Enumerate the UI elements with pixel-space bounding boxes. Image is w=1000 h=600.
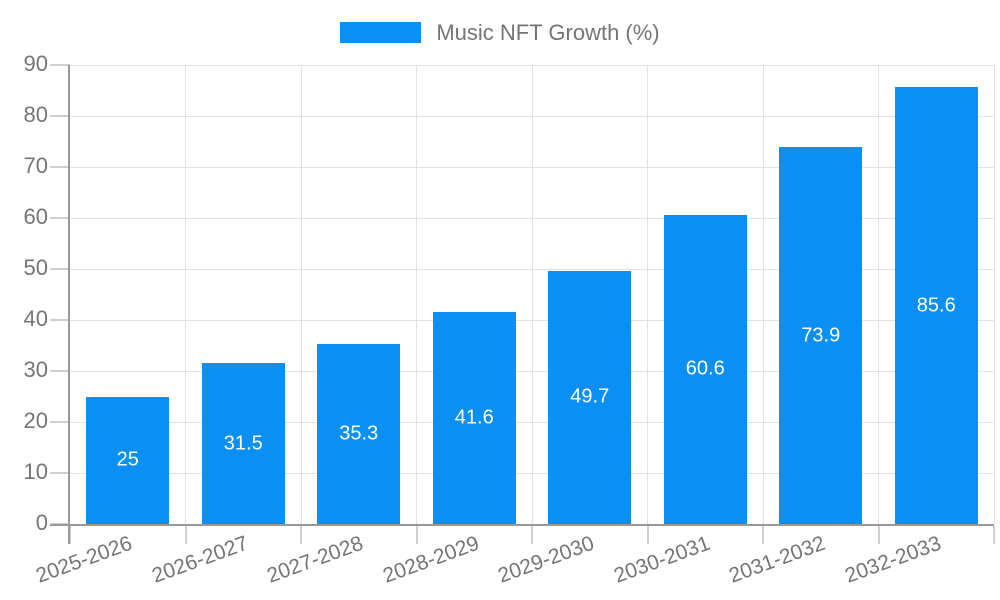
x-tick-label: 2030-2031 [610, 531, 714, 588]
bar-value-label: 31.5 [223, 432, 263, 455]
x-gridline [878, 65, 879, 524]
y-tick-label: 20 [23, 407, 48, 433]
x-tick-label: 2027-2028 [264, 531, 367, 588]
y-tick [50, 370, 70, 372]
y-tick-label: 0 [35, 509, 48, 535]
legend[interactable]: Music NFT Growth (%) [0, 20, 1000, 45]
bar-value-label: 73.9 [801, 324, 841, 347]
bar[interactable] [86, 396, 170, 524]
x-gridline [300, 65, 302, 524]
x-tick [993, 526, 995, 544]
x-tick [300, 526, 302, 544]
x-tick-label: 2031-2032 [726, 531, 829, 588]
y-tick-label: 70 [23, 152, 48, 178]
y-tick-label: 80 [23, 101, 48, 127]
x-axis-line [50, 524, 994, 526]
bar-value-label: 60.6 [685, 357, 725, 380]
x-gridline [993, 65, 995, 524]
y-tick [50, 64, 70, 66]
legend-swatch-icon[interactable] [340, 22, 422, 43]
bar[interactable] [432, 311, 516, 524]
y-tick-label: 60 [23, 203, 48, 229]
y-tick [50, 319, 70, 321]
bar-value-label: 35.3 [339, 422, 379, 445]
x-tick [184, 526, 187, 544]
x-tick [762, 526, 764, 544]
y-tick [50, 472, 70, 474]
bar[interactable] [663, 214, 747, 524]
x-tick [531, 526, 533, 544]
x-tick-label: 2026-2027 [148, 531, 252, 588]
x-gridline [185, 65, 186, 524]
legend-label[interactable]: Music NFT Growth (%) [436, 20, 660, 45]
x-tick-label: 2032-2033 [841, 531, 945, 588]
y-tick-label: 40 [23, 305, 48, 331]
y-tick-label: 50 [23, 254, 48, 280]
x-tick [69, 526, 71, 544]
y-tick [50, 166, 70, 168]
bar[interactable] [779, 147, 863, 524]
x-tick [415, 526, 418, 544]
x-tick [877, 526, 880, 544]
y-tick-label: 30 [23, 356, 48, 382]
bar-value-label: 85.6 [916, 294, 956, 317]
bar-value-label: 25 [116, 448, 139, 471]
x-gridline [531, 65, 533, 524]
bar-value-label: 49.7 [570, 385, 610, 408]
bar-value-label: 41.6 [454, 406, 494, 429]
y-tick [50, 421, 70, 423]
bar[interactable] [201, 363, 285, 524]
x-tick-label: 2028-2029 [379, 531, 483, 588]
y-tick-label: 90 [23, 50, 48, 76]
x-gridline [416, 65, 417, 524]
y-tick [50, 115, 70, 117]
bar[interactable] [548, 270, 632, 524]
x-gridline [762, 65, 764, 524]
x-tick-label: 2029-2030 [495, 531, 598, 588]
x-gridline [647, 65, 648, 524]
bar[interactable] [317, 343, 401, 524]
bar[interactable] [894, 87, 978, 524]
x-tick-label: 2025-2026 [33, 531, 136, 588]
y-axis-line [68, 65, 70, 544]
y-tick [50, 268, 70, 270]
x-tick [646, 526, 649, 544]
y-tick-label: 10 [23, 458, 48, 484]
y-tick [50, 217, 70, 219]
